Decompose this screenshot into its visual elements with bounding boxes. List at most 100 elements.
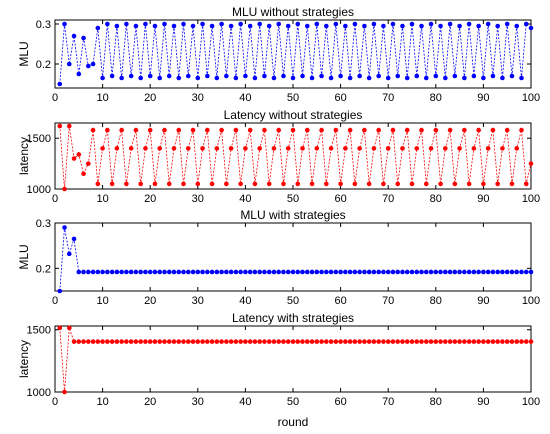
data-point [457, 146, 462, 151]
data-point [347, 75, 353, 81]
data-point [114, 23, 120, 29]
data-point [404, 127, 410, 133]
x-tick-label: 100 [522, 396, 540, 408]
data-point [233, 269, 239, 275]
data-point [438, 339, 443, 344]
data-point [447, 127, 453, 133]
data-point [371, 269, 377, 275]
x-tick-label: 100 [522, 295, 540, 307]
y-axis-label: MLU [17, 244, 31, 269]
data-point [143, 339, 148, 344]
data-point [324, 269, 329, 275]
data-point [205, 73, 210, 79]
data-point [395, 73, 401, 79]
data-point [481, 181, 486, 187]
data-point [290, 269, 296, 275]
data-point [285, 23, 291, 29]
data-point [200, 146, 205, 151]
data-point [447, 339, 453, 344]
data-point [366, 181, 372, 187]
data-point [471, 73, 477, 79]
data-point [438, 23, 443, 29]
data-point [209, 23, 215, 29]
data-point [114, 339, 120, 344]
data-point [300, 146, 305, 151]
data-point [495, 269, 500, 275]
data-point [181, 21, 186, 27]
data-point [262, 73, 267, 79]
x-tick-label: 0 [52, 92, 58, 104]
data-point [233, 339, 239, 344]
data-point [400, 146, 405, 151]
data-point [338, 181, 343, 187]
data-point [176, 75, 182, 81]
data-point [181, 339, 186, 344]
data-point [200, 21, 205, 27]
x-tick-label: 50 [287, 92, 299, 104]
data-point [195, 181, 201, 187]
data-point [90, 269, 96, 275]
data-point [262, 339, 267, 344]
data-point [343, 23, 348, 29]
data-point [90, 339, 96, 344]
data-point [181, 269, 186, 275]
data-point [500, 146, 505, 151]
data-point [247, 269, 253, 275]
x-tick-label: 80 [430, 396, 442, 408]
data-point [162, 339, 167, 344]
data-point [176, 269, 182, 275]
data-point [138, 75, 143, 81]
data-point [447, 269, 453, 275]
data-point [224, 73, 229, 79]
data-point [471, 146, 477, 151]
x-tick-label: 70 [382, 193, 394, 205]
data-point [390, 339, 396, 344]
data-point [447, 21, 453, 27]
data-point [276, 127, 282, 133]
data-point [295, 339, 301, 344]
data-point [181, 181, 186, 187]
data-point [100, 146, 105, 151]
data-point [423, 269, 429, 275]
x-axis-label: round [278, 415, 309, 429]
data-point [224, 269, 229, 275]
data-point [205, 269, 210, 275]
data-point [119, 75, 124, 81]
chart-title: Latency without strategies [224, 108, 363, 122]
data-point [228, 146, 234, 151]
data-point [238, 181, 243, 187]
x-tick-label: 10 [96, 193, 108, 205]
data-point [81, 269, 86, 275]
data-point [185, 339, 191, 344]
y-tick-label: 0.3 [36, 19, 51, 31]
data-point [147, 339, 153, 344]
data-point [366, 339, 372, 344]
data-point [352, 181, 358, 187]
x-tick-label: 100 [522, 193, 540, 205]
data-point [347, 127, 353, 133]
data-point [466, 269, 472, 275]
data-point [271, 339, 277, 344]
data-point [462, 269, 467, 275]
data-point [152, 23, 158, 29]
data-point [519, 339, 524, 344]
data-point [257, 21, 262, 27]
axes-box [54, 222, 532, 292]
data-point [395, 339, 401, 344]
data-point [76, 152, 82, 157]
y-axis-label: latency [17, 340, 31, 378]
data-point [500, 269, 505, 275]
data-point [338, 269, 343, 275]
data-point [271, 269, 277, 275]
data-point [509, 181, 515, 187]
x-tick-label: 80 [430, 193, 442, 205]
data-point [66, 61, 72, 67]
chart-title: MLU without strategies [232, 5, 354, 19]
x-tick-label: 60 [334, 92, 346, 104]
data-point [95, 269, 101, 275]
data-point [452, 339, 458, 344]
data-point [419, 23, 424, 29]
data-point [162, 127, 167, 133]
data-point [462, 127, 467, 133]
